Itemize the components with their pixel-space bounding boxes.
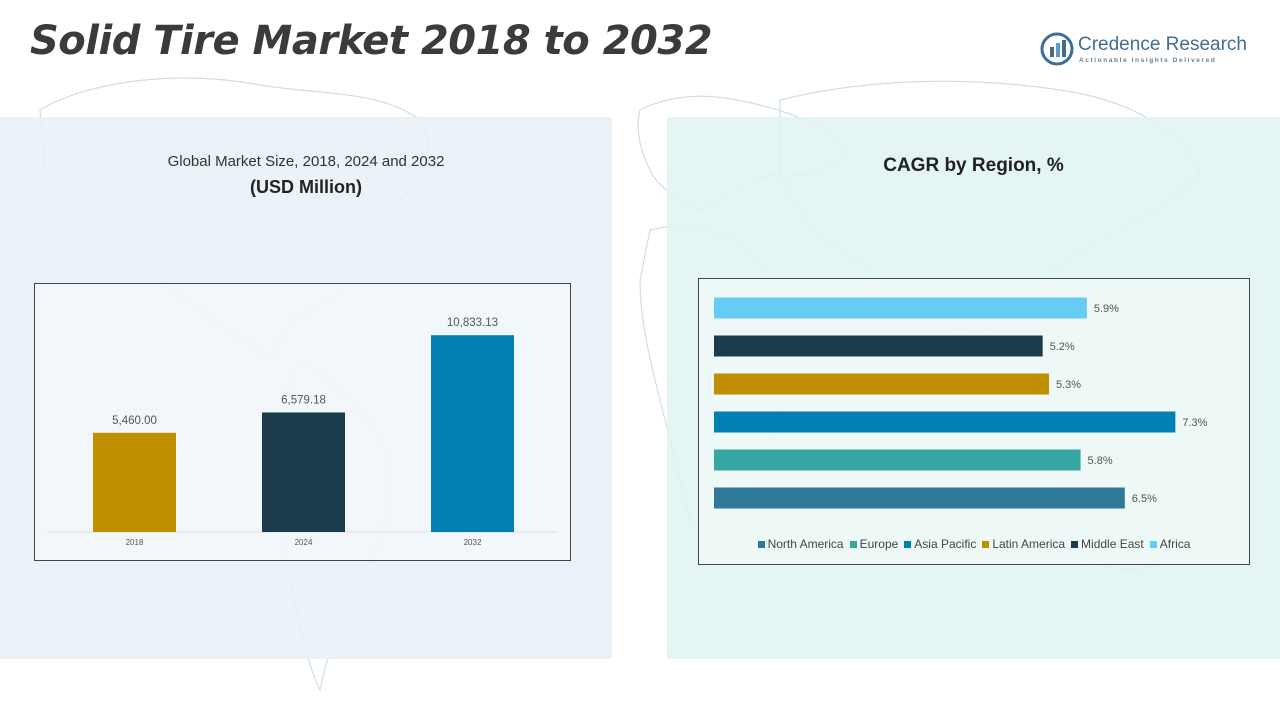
cagr-title: CAGR by Region, %	[883, 155, 1064, 176]
logo-name: Credence Research	[1078, 34, 1247, 55]
market-size-bar-chart: 5,460.00 2018 6,579.18 2024 10,833.13 2032	[47, 317, 557, 547]
cagr-legend: North America Europe Asia Pacific Latin Ame…	[699, 537, 1249, 551]
x-tick-2018: 2018	[126, 538, 144, 547]
market-size-panel: Global Market Size, 2018, 2024 and 2032 …	[0, 117, 612, 659]
legend-label: North America	[767, 537, 844, 551]
x-tick-2032: 2032	[464, 538, 482, 547]
market-size-unit: (USD Million)	[250, 177, 362, 197]
legend-item-middle-east: Middle East	[1071, 537, 1144, 551]
hbar-label-latin-america: 5.3%	[1056, 379, 1081, 391]
company-logo: Credence Research Actionable Insights De…	[1040, 32, 1260, 72]
legend-item-asia-pacific: Asia Pacific	[904, 537, 976, 551]
x-tick-2024: 2024	[295, 538, 313, 547]
logo-mark-icon	[1040, 32, 1074, 66]
hbar-middle-east	[714, 335, 1043, 357]
legend-swatch	[757, 541, 765, 548]
hbar-label-north-america: 6.5%	[1132, 493, 1157, 505]
hbar-label-africa: 5.9%	[1094, 303, 1119, 315]
market-size-chart-frame: 5,460.00 2018 6,579.18 2024 10,833.13 2032	[34, 283, 571, 561]
hbar-label-asia-pacific: 7.3%	[1182, 417, 1207, 429]
data-label-2024: 6,579.18	[281, 394, 326, 406]
bar-2032	[431, 335, 514, 532]
hbar-africa	[714, 297, 1087, 319]
cagr-horizontal-bar-chart: 5.9% 5.2% 5.3% 7.3% 5.8% 6.5%	[714, 297, 1208, 509]
cagr-panel: CAGR by Region, % 5.9% 5.2% 5.3% 7.3% 5.8% 6.…	[667, 117, 1280, 659]
legend-label: Europe	[859, 537, 899, 551]
hbar-label-middle-east: 5.2%	[1050, 341, 1075, 353]
legend-label: Asia Pacific	[914, 537, 977, 551]
cagr-chart-frame: 5.9% 5.2% 5.3% 7.3% 5.8% 6.5% North America Eu…	[698, 278, 1250, 565]
market-size-subtitle: Global Market Size, 2018, 2024 and 2032	[167, 153, 445, 170]
legend-item-north-america: North America	[757, 537, 844, 551]
hbar-label-europe: 5.8%	[1088, 455, 1113, 467]
logo-tagline: Actionable Insights Delivered	[1079, 57, 1217, 64]
legend-swatch	[982, 541, 990, 548]
legend-label: Africa	[1159, 537, 1191, 551]
legend-label: Latin America	[992, 537, 1066, 551]
legend-swatch	[849, 541, 857, 548]
hbar-europe	[714, 449, 1081, 471]
data-label-2032: 10,833.13	[447, 317, 498, 329]
hbar-latin-america	[714, 373, 1049, 395]
data-label-2018: 5,460.00	[112, 415, 157, 427]
legend-swatch	[1149, 541, 1157, 548]
page-title: Solid Tire Market 2018 to 2032	[30, 18, 713, 64]
legend-item-africa: Africa	[1149, 537, 1191, 551]
legend-item-latin-america: Latin America	[982, 537, 1065, 551]
hbar-north-america	[714, 487, 1125, 509]
legend-swatch	[904, 541, 912, 548]
hbar-asia-pacific	[714, 411, 1176, 433]
legend-swatch	[1071, 541, 1079, 548]
bar-2024	[262, 412, 345, 532]
legend-item-europe: Europe	[849, 537, 899, 551]
legend-label: Middle East	[1081, 537, 1144, 551]
bar-2018	[93, 432, 176, 532]
